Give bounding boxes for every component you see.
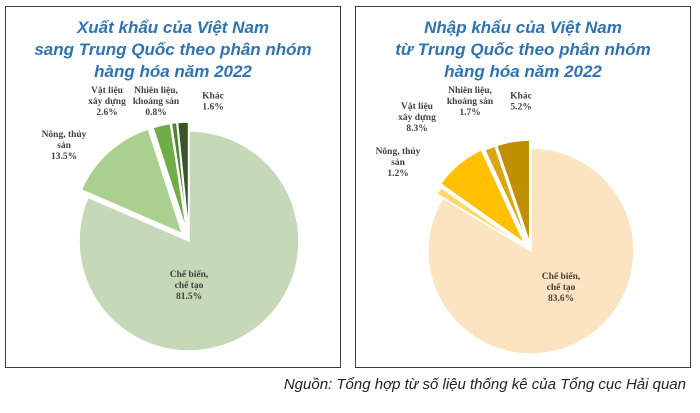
import-label-line-khac: Khác: [510, 92, 532, 102]
export-label-line-vat-lieu-xay-dung: xây dựng: [88, 97, 126, 107]
export-label-nong-thuy-san: Nông, thủy sản 13.5%: [42, 130, 87, 162]
import-slice-che-bien-che-tao: [427, 147, 635, 355]
import-label-nong-thuy-san: Nông, thủy sản 1.2%: [376, 147, 421, 179]
export-value-khac: 1.6%: [202, 103, 223, 113]
import-slice-vat-lieu-xay-dung: [439, 148, 527, 246]
import-label-vat-lieu-xay-dung: Vật liệu xây dựng 8.3%: [398, 102, 436, 134]
export-value-che-bien-che-tao: 81.5%: [176, 292, 202, 302]
import-title-line-1: Nhập khẩu của Việt Nam: [424, 18, 622, 37]
export-label-khac: Khác 1.6%: [202, 92, 224, 113]
export-label-che-bien-che-tao: Chế biến, chế tạo 81.5%: [170, 269, 209, 302]
export-label-vat-lieu-xay-dung: Vật liệu xây dựng 2.6%: [88, 86, 126, 118]
export-value-nong-thuy-san: 13.5%: [51, 152, 77, 162]
import-chart-title: Nhập khẩu của Việt Nam từ Trung Quốc the…: [356, 17, 690, 83]
export-label-line-khac: Khác: [202, 92, 224, 102]
import-chart-panel: Nhập khẩu của Việt Nam từ Trung Quốc the…: [355, 6, 691, 368]
export-chart-panel: Xuất khẩu của Việt Nam sang Trung Quốc t…: [5, 6, 341, 368]
export-slice-khac: [176, 121, 190, 233]
export-title-line-3: hàng hóa năm 2022: [94, 62, 252, 81]
import-label-line-che-bien-che-tao: chế tạo: [547, 282, 576, 293]
import-label-che-bien-che-tao: Chế biến, chế tạo 83.6%: [542, 271, 581, 304]
export-label-line-vat-lieu-xay-dung: Vật liệu: [91, 86, 124, 96]
import-value-che-bien-che-tao: 83.6%: [548, 294, 574, 304]
export-label-line-che-bien-che-tao: Chế biến,: [170, 269, 209, 280]
export-label-nhien-lieu-khoang-san: Nhiên liệu, khoáng sản 0.8%: [133, 86, 180, 118]
import-value-vat-lieu-xay-dung: 8.3%: [406, 124, 427, 134]
export-chart-title: Xuất khẩu của Việt Nam sang Trung Quốc t…: [6, 17, 340, 83]
export-slice-vat-lieu-xay-dung: [151, 122, 188, 233]
export-label-line-che-bien-che-tao: chế tạo: [175, 280, 204, 291]
import-label-khac: Khác 5.2%: [510, 92, 532, 113]
export-label-line-nong-thuy-san: Nông, thủy: [42, 130, 87, 140]
export-value-vat-lieu-xay-dung: 2.6%: [96, 108, 117, 118]
import-label-line-vat-lieu-xay-dung: Vật liệu: [401, 102, 434, 112]
import-slice-nong-thuy-san: [435, 186, 526, 248]
import-slice-nhien-lieu-khoang-san: [483, 145, 529, 244]
import-title-line-2: từ Trung Quốc theo phân nhóm: [395, 40, 651, 59]
import-label-line-nhien-lieu-khoang-san: Nhiên liệu,: [448, 86, 492, 96]
import-label-line-nong-thuy-san: Nông, thủy: [376, 147, 421, 157]
export-label-line-nong-thuy-san: sản: [57, 141, 71, 151]
export-value-nhien-lieu-khoang-san: 0.8%: [145, 108, 166, 118]
import-label-nhien-lieu-khoang-san: Nhiên liệu, khoáng sản 1.7%: [447, 86, 494, 118]
import-value-nhien-lieu-khoang-san: 1.7%: [459, 108, 480, 118]
import-label-line-che-bien-che-tao: Chế biến,: [542, 271, 581, 282]
export-pie-chart: Chế biến, chế tạo 81.5%Nông, thủy sản 13.5%V…: [42, 86, 300, 352]
import-label-line-vat-lieu-xay-dung: xây dựng: [398, 113, 436, 123]
source-note: Nguồn: Tổng hợp từ số liệu thống kê của …: [283, 376, 686, 393]
import-slice-khac: [495, 139, 531, 244]
export-title-line-1: Xuất khẩu của Việt Nam: [76, 18, 270, 37]
import-value-nong-thuy-san: 1.2%: [387, 169, 408, 179]
import-pie-chart: Chế biến, chế tạo 83.6% Nông, thủy sản 1.2% Vậ…: [376, 86, 635, 355]
export-title-line-2: sang Trung Quốc theo phân nhóm: [34, 40, 312, 59]
export-slice-che-bien-che-tao: [78, 130, 300, 352]
import-label-line-nong-thuy-san: sản: [391, 158, 405, 168]
export-label-line-nhien-lieu-khoang-san: Nhiên liệu,: [134, 86, 178, 96]
export-label-line-nhien-lieu-khoang-san: khoáng sản: [133, 97, 180, 107]
import-label-line-nhien-lieu-khoang-san: khoáng sản: [447, 97, 494, 107]
export-slice-nong-thuy-san: [80, 128, 184, 235]
import-value-khac: 5.2%: [510, 103, 531, 113]
import-title-line-3: hàng hóa năm 2022: [444, 62, 602, 81]
